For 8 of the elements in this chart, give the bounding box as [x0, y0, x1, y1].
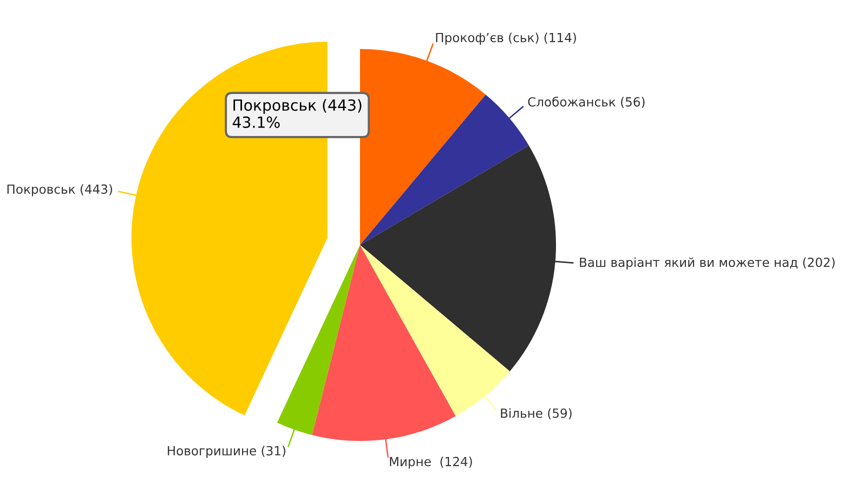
slice-label: Мирне (124)	[390, 456, 472, 469]
slice-label: Прокоф’єв (ськ) (114)	[436, 32, 576, 45]
slice-label: Слобожанськ (56)	[528, 96, 645, 108]
legend-label: Ваш варіант який ви можете над (202)	[580, 257, 835, 270]
slice-label: Вільне (59)	[500, 408, 572, 420]
slice-label: Покровськ (443)	[7, 184, 112, 196]
slice-label: Новогришине (31)	[168, 446, 286, 458]
text: Покровськ (443) 43.1%	[232, 99, 362, 128]
